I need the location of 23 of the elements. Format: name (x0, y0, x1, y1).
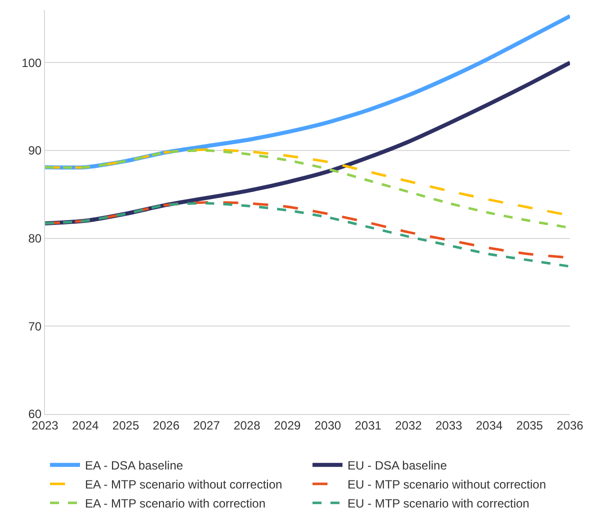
x-tick-label: 2031 (354, 418, 382, 432)
y-tick-label: 90 (28, 144, 42, 158)
x-tick-label: 2025 (112, 418, 140, 432)
y-tick-label: 70 (28, 319, 42, 334)
legend-label: EU - MTP scenario with correction (348, 496, 530, 511)
x-tick-label: 2036 (556, 418, 584, 432)
x-tick-label: 2034 (476, 418, 503, 432)
x-tick-label: 2027 (193, 418, 220, 432)
x-tick-label: 2026 (152, 418, 180, 432)
legend-label: EA - MTP scenario without correction (85, 478, 282, 492)
y-tick-label: 80 (28, 232, 42, 246)
x-tick-label: 2035 (516, 418, 544, 432)
legend-label: EU - DSA baseline (348, 458, 448, 473)
y-tick-label: 100 (22, 56, 42, 70)
x-tick-label: 2033 (436, 418, 463, 432)
x-tick-label: 2032 (395, 418, 422, 432)
legend-label: EA - DSA baseline (85, 458, 184, 473)
legend-label: EU - MTP scenario without correction (348, 478, 546, 492)
x-tick-label: 2028 (234, 418, 261, 432)
legend-label: EA - MTP scenario with correction (85, 496, 266, 511)
x-tick-label: 2024 (72, 418, 100, 432)
x-tick-label: 2029 (274, 418, 301, 432)
x-tick-label: 2030 (314, 418, 342, 432)
